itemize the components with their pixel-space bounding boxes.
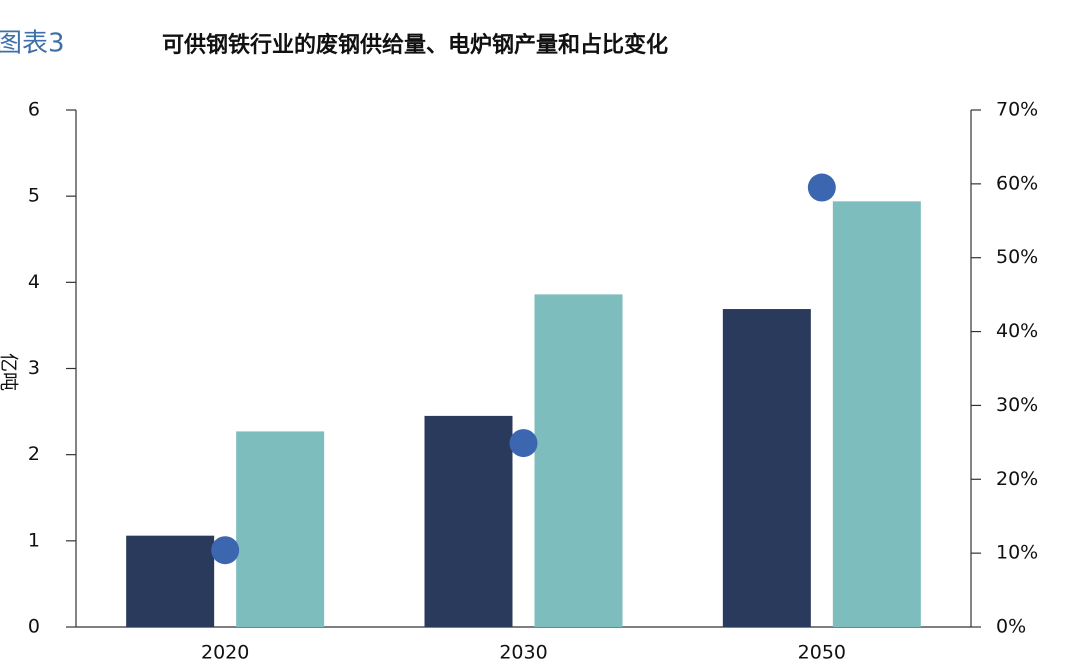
x-tick-label: 2030	[499, 642, 547, 664]
y2-tick-label: 60%	[996, 172, 1038, 194]
y2-tick-label: 30%	[996, 394, 1038, 416]
bar	[424, 415, 513, 627]
figure-label: 图表3	[0, 29, 65, 59]
y2-tick-label: 40%	[996, 320, 1038, 342]
y-tick-label: 2	[28, 443, 40, 465]
bar	[534, 294, 623, 627]
share-dot	[509, 429, 538, 458]
bar	[832, 201, 921, 627]
bar	[722, 309, 811, 627]
y2-tick-label: 20%	[996, 468, 1038, 490]
y-tick-label: 6	[28, 99, 40, 121]
y2-tick-label: 50%	[996, 246, 1038, 268]
x-tick-label: 2050	[798, 642, 846, 664]
y2-tick-label: 70%	[996, 99, 1038, 121]
y-tick-label: 4	[28, 271, 40, 293]
x-tick-label: 2020	[201, 642, 249, 664]
y2-tick-label: 10%	[996, 542, 1038, 564]
bar	[236, 431, 325, 627]
chart-title: 可供钢铁行业的废钢供给量、电炉钢产量和占比变化	[162, 32, 668, 58]
y-axis-label: 亿吨	[0, 353, 20, 391]
y-tick-label: 3	[28, 357, 40, 379]
y-tick-label: 5	[28, 185, 40, 207]
y-tick-label: 0	[28, 616, 40, 638]
bar	[126, 535, 215, 627]
share-dot	[211, 536, 240, 565]
y-tick-label: 1	[28, 529, 40, 551]
share-dot	[807, 173, 836, 202]
y2-tick-label: 0%	[996, 616, 1026, 638]
